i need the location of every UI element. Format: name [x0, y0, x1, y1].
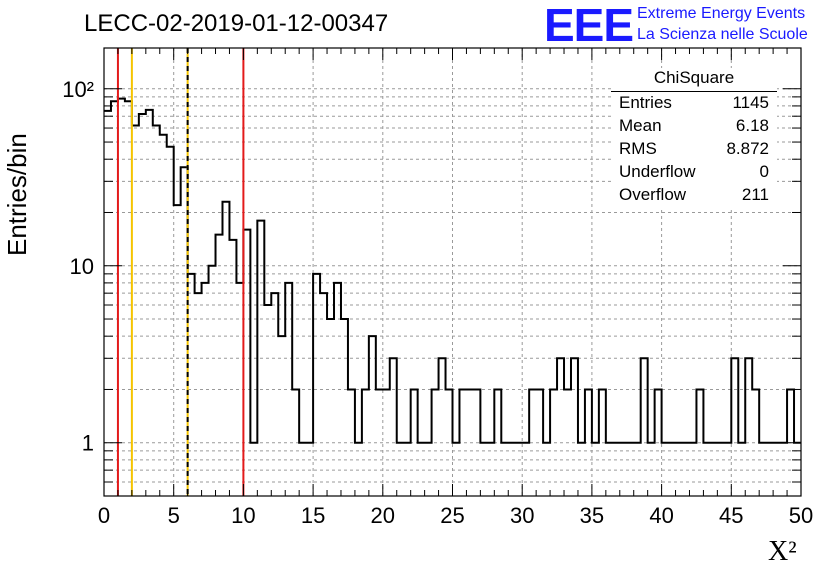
y-tick-label: 1: [82, 431, 94, 456]
x-tick-label: 0: [98, 503, 110, 528]
stats-box: ChiSquare Entries 1145 Mean 6.18 RMS 8.8…: [611, 68, 777, 208]
x-tick-label: 50: [789, 503, 813, 528]
stats-value: 1145: [732, 93, 769, 112]
stats-label: Mean: [619, 116, 662, 135]
stats-row-underflow: Underflow 0: [619, 162, 769, 184]
x-axis-label: X²: [768, 536, 797, 567]
logo-line-2: La Scienza nelle Scuole: [637, 26, 808, 43]
stats-value: 211: [741, 185, 769, 204]
stats-label: RMS: [619, 139, 657, 158]
stats-row-entries: Entries 1145: [619, 93, 769, 115]
stats-divider: [611, 91, 777, 92]
y-axis-label: Entries/bin: [2, 133, 32, 256]
histogram-series: [104, 97, 801, 444]
stats-label: Underflow: [619, 162, 696, 181]
stats-value: 0: [759, 162, 769, 181]
x-tick-label: 35: [580, 503, 604, 528]
chart-title: LECC-02-2019-01-12-00347: [84, 10, 389, 37]
x-tick-label: 30: [510, 503, 534, 528]
stats-row-mean: Mean 6.18: [619, 116, 769, 138]
stats-label: Entries: [619, 93, 672, 112]
eee-logo: EEE: [544, 0, 634, 51]
logo-line-1: Extreme Energy Events: [637, 5, 806, 22]
x-tick-label: 25: [440, 503, 464, 528]
stats-title: ChiSquare: [653, 68, 735, 87]
stats-value: 8.872: [726, 139, 769, 158]
x-tick-label: 45: [719, 503, 743, 528]
y-tick-label: 10: [70, 254, 94, 279]
stats-label: Overflow: [619, 185, 687, 204]
x-tick-label: 10: [231, 503, 255, 528]
stats-value: 6.18: [735, 116, 769, 135]
x-tick-label: 15: [301, 503, 325, 528]
x-tick-label: 5: [168, 503, 180, 528]
x-tick-label: 40: [649, 503, 673, 528]
x-tick-label: 20: [371, 503, 395, 528]
y-tick-label: 10²: [62, 77, 94, 102]
stats-row-overflow: Overflow 211: [619, 185, 769, 207]
stats-row-rms: RMS 8.872: [619, 139, 769, 161]
